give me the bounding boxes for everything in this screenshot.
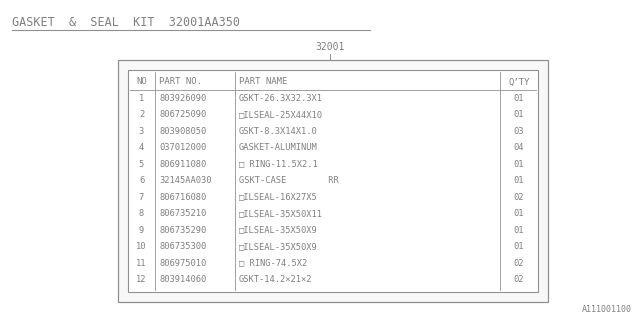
Text: 806725090: 806725090 — [159, 110, 206, 119]
Text: NO: NO — [136, 77, 147, 86]
Text: □ILSEAL-35X50X11: □ILSEAL-35X50X11 — [239, 209, 323, 218]
Text: 01: 01 — [514, 94, 524, 103]
Text: GASKET  &  SEAL  KIT  32001AA350: GASKET & SEAL KIT 32001AA350 — [12, 16, 240, 29]
Text: GSKT-14.2×21×2: GSKT-14.2×21×2 — [239, 275, 312, 284]
Bar — [118, 60, 548, 302]
Text: 4: 4 — [139, 143, 144, 152]
Text: 02: 02 — [514, 275, 524, 284]
Text: 10: 10 — [136, 242, 147, 251]
Text: GSKT-26.3X32.3X1: GSKT-26.3X32.3X1 — [239, 94, 323, 103]
Text: 32001: 32001 — [316, 42, 345, 52]
Text: 32145AA030: 32145AA030 — [159, 176, 211, 185]
Text: 7: 7 — [139, 193, 144, 202]
Text: 01: 01 — [514, 160, 524, 169]
Text: 8: 8 — [139, 209, 144, 218]
Text: 01: 01 — [514, 209, 524, 218]
Text: Q’TY: Q’TY — [508, 77, 530, 86]
Text: PART NAME: PART NAME — [239, 77, 287, 86]
Text: 806716080: 806716080 — [159, 193, 206, 202]
Text: GSKT-CASE        RR: GSKT-CASE RR — [239, 176, 339, 185]
Text: 01: 01 — [514, 110, 524, 119]
Text: 9: 9 — [139, 226, 144, 235]
Text: PART NO.: PART NO. — [159, 77, 202, 86]
Text: □ RING-74.5X2: □ RING-74.5X2 — [239, 259, 307, 268]
Text: GASKET-ALUMINUM: GASKET-ALUMINUM — [239, 143, 317, 152]
Text: 02: 02 — [514, 259, 524, 268]
Bar — [128, 70, 538, 292]
Text: 806735300: 806735300 — [159, 242, 206, 251]
Text: □ILSEAL-35X50X9: □ILSEAL-35X50X9 — [239, 226, 317, 235]
Text: 3: 3 — [139, 127, 144, 136]
Text: 803926090: 803926090 — [159, 94, 206, 103]
Text: 12: 12 — [136, 275, 147, 284]
Text: 01: 01 — [514, 226, 524, 235]
Text: 803908050: 803908050 — [159, 127, 206, 136]
Text: 5: 5 — [139, 160, 144, 169]
Text: GSKT-8.3X14X1.0: GSKT-8.3X14X1.0 — [239, 127, 317, 136]
Text: □ILSEAL-16X27X5: □ILSEAL-16X27X5 — [239, 193, 317, 202]
Text: 806911080: 806911080 — [159, 160, 206, 169]
Text: 01: 01 — [514, 176, 524, 185]
Text: 11: 11 — [136, 259, 147, 268]
Text: 806975010: 806975010 — [159, 259, 206, 268]
Text: □ILSEAL-35X50X9: □ILSEAL-35X50X9 — [239, 242, 317, 251]
Text: A111001100: A111001100 — [582, 305, 632, 314]
Text: 6: 6 — [139, 176, 144, 185]
Text: 803914060: 803914060 — [159, 275, 206, 284]
Text: 03: 03 — [514, 127, 524, 136]
Text: □ RING-11.5X2.1: □ RING-11.5X2.1 — [239, 160, 317, 169]
Text: 04: 04 — [514, 143, 524, 152]
Text: 806735290: 806735290 — [159, 226, 206, 235]
Text: 037012000: 037012000 — [159, 143, 206, 152]
Text: 1: 1 — [139, 94, 144, 103]
Text: 01: 01 — [514, 242, 524, 251]
Text: □ILSEAL-25X44X10: □ILSEAL-25X44X10 — [239, 110, 323, 119]
Text: 2: 2 — [139, 110, 144, 119]
Text: 02: 02 — [514, 193, 524, 202]
Text: 806735210: 806735210 — [159, 209, 206, 218]
